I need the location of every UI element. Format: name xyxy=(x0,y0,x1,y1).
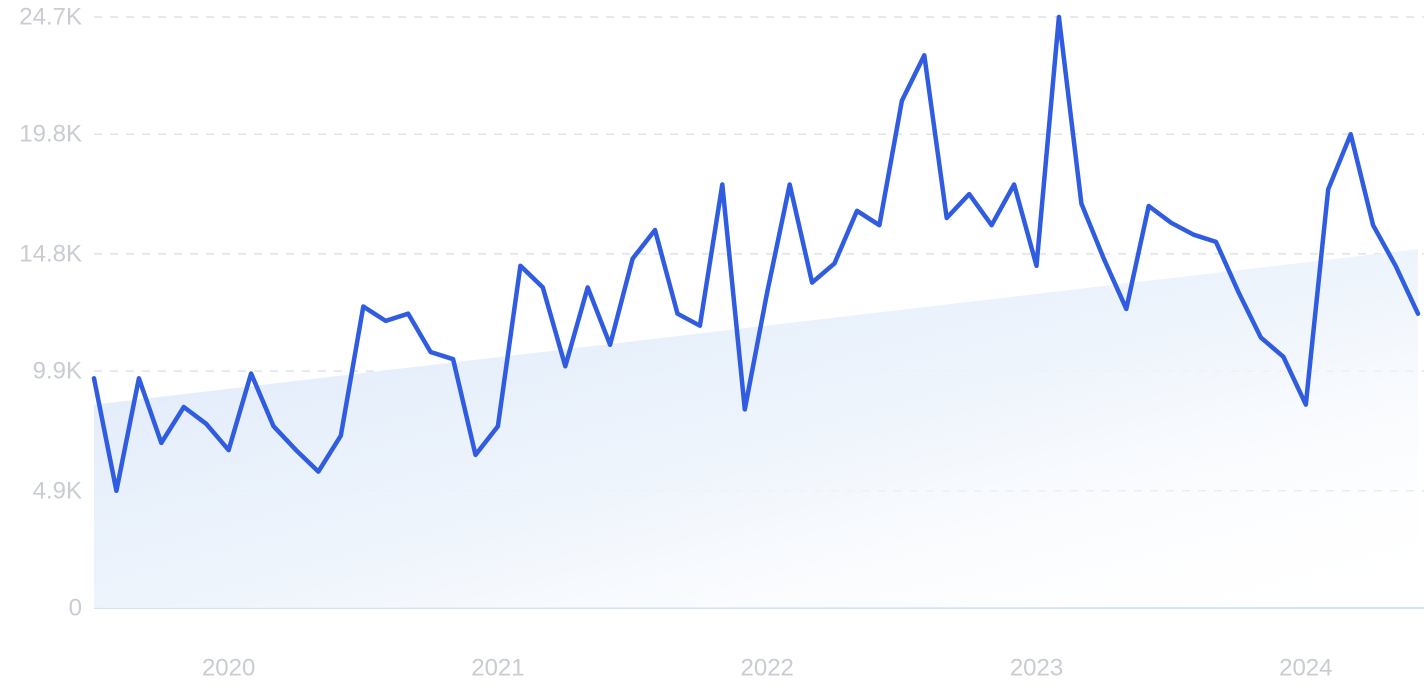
trend-area-layer xyxy=(94,249,1418,608)
series-line xyxy=(91,14,1421,494)
y-tick-label: 9.9K xyxy=(33,358,82,385)
y-tick-label: 4.9K xyxy=(33,477,82,504)
y-tick-label: 19.8K xyxy=(19,121,82,148)
y-tick-label: 24.7K xyxy=(19,4,82,31)
y-tick-label: 14.8K xyxy=(19,240,82,267)
x-tick-label: 2023 xyxy=(1010,655,1063,682)
x-tick-label: 2020 xyxy=(202,655,255,682)
x-tick-label: 2022 xyxy=(741,655,794,682)
y-axis-ticks: 0 4.9K 9.9K 14.8K 19.8K 24.7K xyxy=(19,4,82,622)
x-tick-label: 2024 xyxy=(1279,655,1332,682)
y-tick-label: 0 xyxy=(69,595,82,622)
series-layer xyxy=(91,14,1421,494)
x-tick-label: 2021 xyxy=(471,655,524,682)
trend-area xyxy=(94,249,1418,608)
x-axis-ticks: 2020 2021 2022 2023 2024 xyxy=(202,655,1333,682)
